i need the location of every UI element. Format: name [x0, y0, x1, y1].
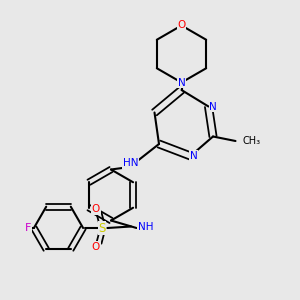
Text: O: O	[177, 20, 186, 31]
Text: N: N	[190, 151, 197, 161]
Text: O: O	[92, 204, 100, 214]
Text: O: O	[92, 242, 100, 252]
Text: CH₃: CH₃	[242, 136, 260, 146]
Text: N: N	[178, 77, 185, 88]
Text: S: S	[98, 221, 106, 235]
Text: F: F	[25, 223, 32, 233]
Text: NH: NH	[138, 221, 154, 232]
Text: HN: HN	[123, 158, 138, 169]
Text: N: N	[209, 101, 217, 112]
